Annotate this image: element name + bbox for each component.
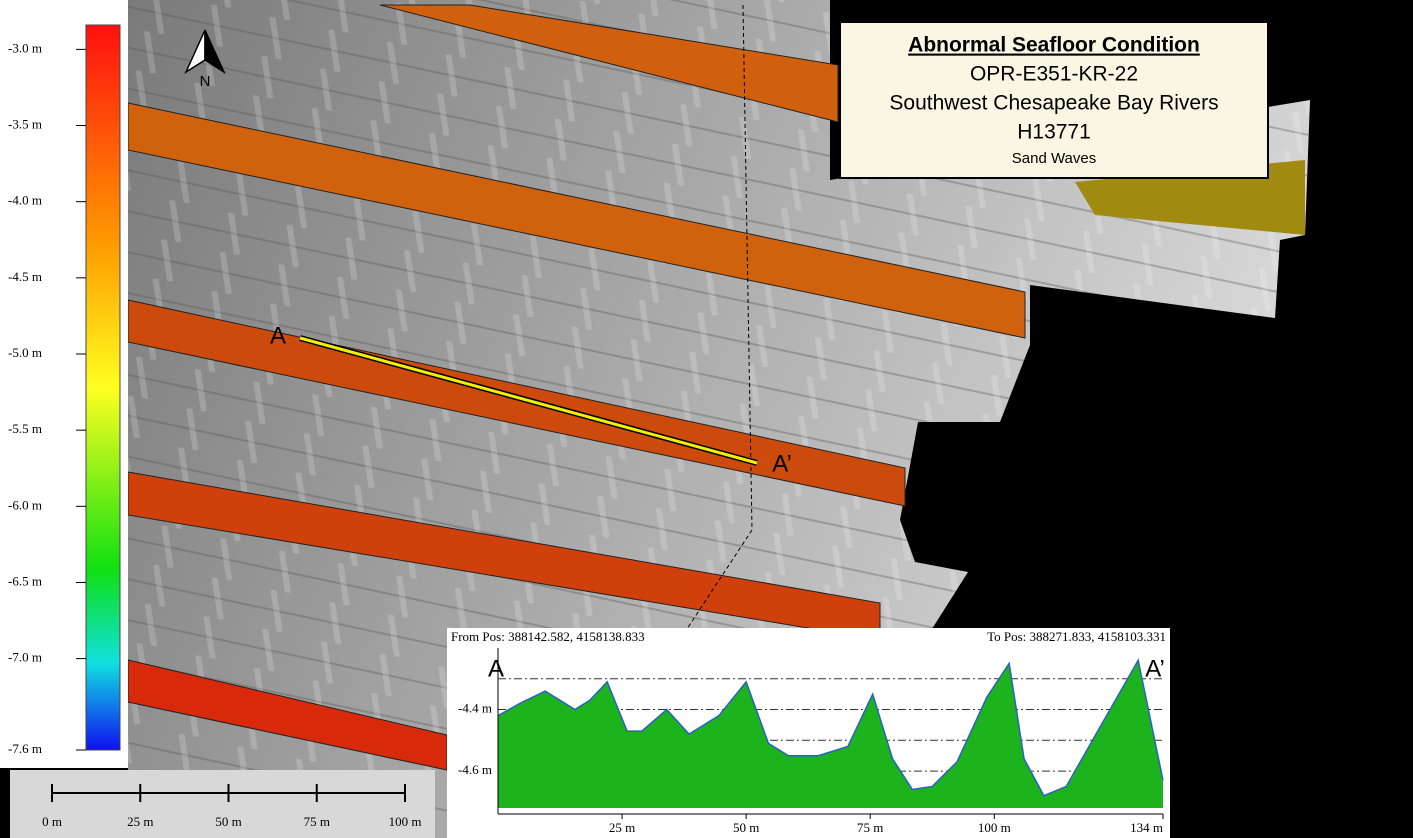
profile-start-label: A [488,655,504,682]
scale-label: 100 m [389,814,422,829]
x-tick-label: 100 m [978,820,1011,835]
from-position: From Pos: 388142.582, 4158138.833 [451,629,645,644]
x-tick-label: 75 m [857,820,883,835]
legend-label: -3.5 m [8,117,42,132]
legend-label: -5.0 m [8,345,42,360]
title-box: Abnormal Seafloor Condition OPR-E351-KR-… [840,22,1268,178]
screen: A A’ N Abnormal Seafloor Condition OPR-E… [0,0,1413,838]
legend-label: -6.0 m [8,497,42,512]
project-code: OPR-E351-KR-22 [970,63,1138,86]
scale-label: 50 m [215,814,241,829]
profile-chart: From Pos: 388142.582, 4158138.833 To Pos:… [447,628,1170,838]
scale-bar: 0 m 25 m 50 m 75 m 100 m [10,770,435,838]
title: Abnormal Seafloor Condition [908,34,1200,57]
color-bar [86,25,120,750]
scale-label: 0 m [42,814,62,829]
legend-label: -3.0 m [8,40,42,55]
feature-type: Sand Waves [1012,150,1097,167]
survey-id: H13771 [1017,121,1091,144]
legend-label: -7.6 m [8,741,42,756]
profile-end-label: A’ [772,450,792,477]
scale-label: 75 m [304,814,330,829]
x-tick-label: 50 m [733,820,759,835]
legend-label: -6.5 m [8,573,42,588]
x-tick-label: 134 m [1130,820,1163,835]
project-area: Southwest Chesapeake Bay Rivers [889,92,1218,115]
legend-label: -7.0 m [8,650,42,665]
legend-label: -4.0 m [8,193,42,208]
profile-end-label: A’ [1145,655,1165,682]
x-tick-label: 25 m [609,820,635,835]
profile-start-label: A [270,322,286,349]
legend-label: -5.5 m [8,421,42,436]
y-tick-label: -4.4 m [458,701,492,716]
legend-label: -4.5 m [8,269,42,284]
depth-legend: -3.0 m -3.5 m -4.0 m -4.5 m -5.0 m -5.5 m -6.0… [0,0,128,768]
scale-label: 25 m [127,814,153,829]
y-tick-label: -4.6 m [458,762,492,777]
to-position: To Pos: 388271.833, 4158103.331 [987,629,1166,644]
north-label: N [200,73,211,90]
